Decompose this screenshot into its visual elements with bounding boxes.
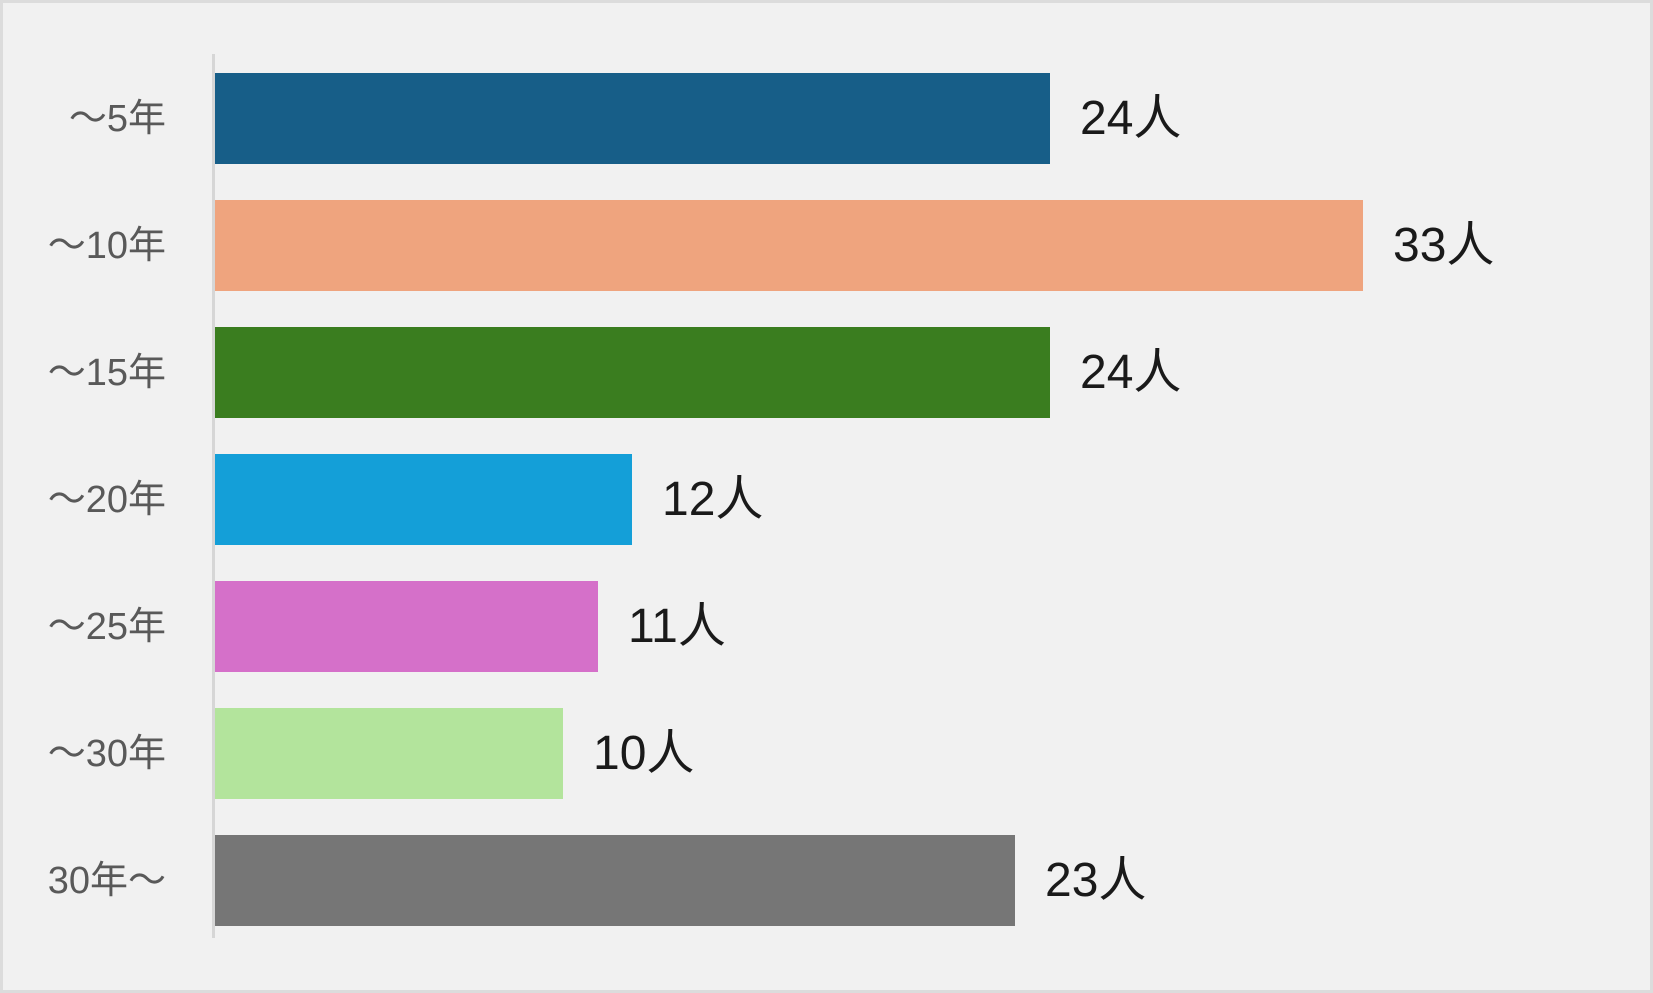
value-label: 11人 (628, 599, 726, 653)
chart-row: ～30年 10人 (3, 708, 1650, 799)
chart-row: ～20年 12人 (3, 454, 1650, 545)
value-label: 24人 (1080, 91, 1182, 145)
chart-row: ～25年 11人 (3, 581, 1650, 672)
value-label: 12人 (662, 472, 764, 526)
chart-row: ～15年 24人 (3, 327, 1650, 418)
category-label: 30年～ (47, 859, 166, 902)
bar (215, 200, 1363, 291)
chart-row: ～10年 33人 (3, 200, 1650, 291)
chart-row: ～5年 24人 (3, 73, 1650, 164)
bar (215, 708, 563, 799)
category-label: ～25年 (47, 605, 166, 648)
value-label: 24人 (1080, 345, 1182, 399)
category-label: ～10年 (47, 224, 166, 267)
category-label: ～15年 (47, 351, 166, 394)
chart-row: 30年～ 23人 (3, 835, 1650, 926)
bar (215, 835, 1015, 926)
value-label: 10人 (593, 726, 695, 780)
bar (215, 327, 1050, 418)
bar (215, 581, 598, 672)
value-label: 23人 (1045, 853, 1147, 907)
bar (215, 73, 1050, 164)
bar (215, 454, 632, 545)
category-label: ～20年 (47, 478, 166, 521)
y-axis-line (212, 54, 215, 938)
category-label: ～30年 (47, 732, 166, 775)
value-label: 33人 (1393, 218, 1495, 272)
category-label: ～5年 (68, 97, 166, 140)
